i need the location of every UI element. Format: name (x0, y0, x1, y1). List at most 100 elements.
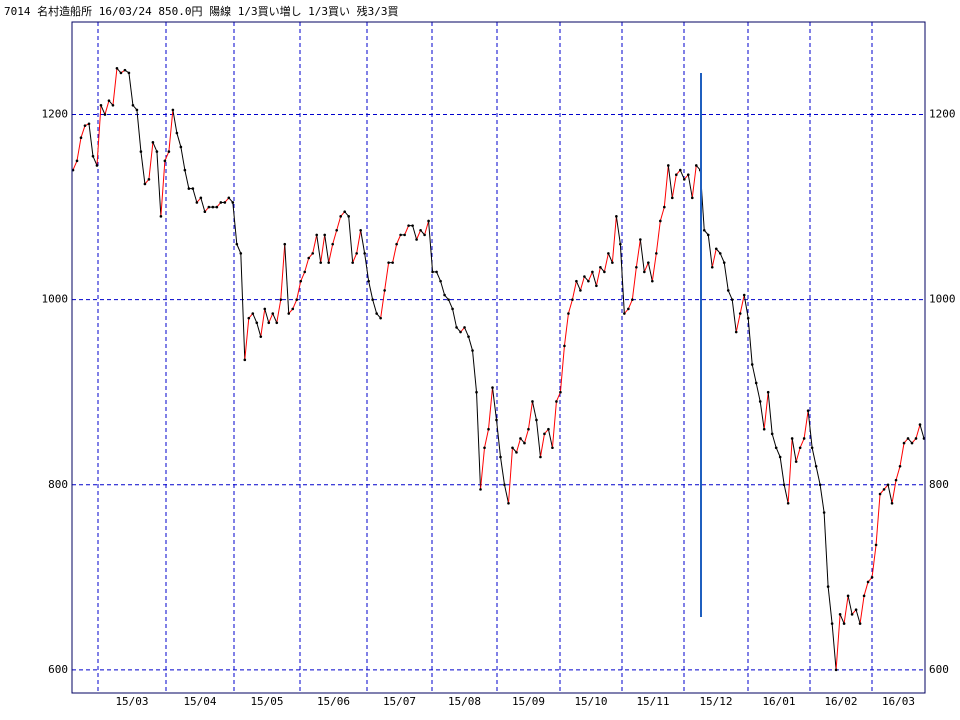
price-segment (815, 466, 821, 485)
price-segment (184, 169, 190, 189)
price-point (862, 594, 866, 598)
price-segment (691, 165, 697, 198)
price-segment (328, 244, 334, 263)
price-segment (416, 230, 422, 240)
price-segment (356, 230, 362, 254)
price-point (403, 233, 406, 237)
price-point (331, 242, 334, 246)
price-segment (468, 336, 474, 351)
price-point (443, 293, 446, 297)
price-segment (240, 253, 246, 360)
price-segment (767, 392, 773, 434)
price-segment (412, 225, 418, 240)
price-point (99, 103, 103, 107)
price-point (271, 312, 275, 315)
price-segment (264, 308, 270, 323)
price-point (139, 150, 143, 153)
price-segment (535, 419, 541, 458)
price-segment (659, 206, 665, 222)
price-point (810, 446, 814, 450)
price-point (603, 270, 606, 274)
price-point (399, 233, 402, 237)
price-segment (755, 382, 761, 402)
price-segment (791, 438, 797, 462)
price-segment (887, 484, 893, 504)
price-segment (579, 276, 585, 291)
price-segment (96, 105, 102, 166)
price-segment (819, 484, 825, 513)
price-point (878, 492, 882, 496)
price-segment (176, 132, 182, 148)
price-point (870, 576, 874, 579)
price-point (651, 279, 654, 283)
price-segment (232, 202, 238, 245)
price-point (83, 124, 87, 127)
price-point (423, 233, 426, 237)
price-point (663, 205, 666, 209)
price-point (814, 464, 818, 468)
x-tick-label: 16/01 (762, 695, 795, 708)
price-point (275, 321, 279, 325)
price-segment (300, 271, 306, 282)
price-segment (559, 345, 565, 393)
x-tick-label: 15/09 (512, 695, 545, 708)
price-segment (891, 480, 897, 504)
price-point (635, 265, 638, 269)
price-point (211, 205, 215, 209)
price-segment (647, 262, 653, 282)
x-tick-label: 15/04 (183, 695, 216, 708)
price-point (842, 622, 846, 625)
price-point (235, 242, 239, 246)
y-tick-label-right: 800 (929, 478, 949, 491)
price-point (431, 270, 434, 274)
price-point (471, 349, 474, 352)
price-point (451, 307, 454, 311)
x-tick-label: 16/03 (882, 695, 915, 708)
price-point (718, 252, 722, 255)
price-point (391, 261, 394, 264)
y-tick-label: 800 (48, 478, 68, 491)
price-point (123, 68, 127, 72)
price-point (639, 238, 642, 241)
price-segment (643, 262, 649, 273)
price-point (830, 622, 834, 625)
price-point (722, 261, 726, 264)
price-segment (667, 165, 673, 198)
price-segment (627, 299, 633, 310)
price-point (483, 446, 486, 450)
price-segment (88, 123, 94, 157)
price-point (782, 483, 786, 487)
price-point (575, 279, 578, 283)
price-segment (396, 234, 402, 245)
price-point (571, 298, 574, 301)
price-point (515, 451, 518, 454)
price-point (167, 150, 171, 153)
price-point (882, 488, 886, 491)
price-segment (332, 230, 338, 245)
price-point (127, 71, 131, 75)
price-point (291, 307, 295, 311)
price-segment (72, 160, 78, 171)
price-point (854, 608, 858, 612)
price-segment (280, 244, 286, 300)
price-point (834, 668, 838, 672)
price-segment (392, 244, 398, 263)
price-point (631, 298, 634, 301)
price-segment (380, 290, 386, 319)
price-point (690, 196, 694, 200)
price-point (531, 400, 534, 403)
price-point (87, 122, 91, 126)
x-tick-label: 15/03 (115, 695, 148, 708)
price-segment (360, 230, 366, 254)
price-point (555, 400, 558, 403)
price-point (247, 316, 251, 320)
price-segment (735, 313, 741, 333)
price-point (746, 316, 750, 320)
price-segment (795, 447, 801, 462)
price-segment (839, 614, 845, 624)
price-segment (603, 253, 609, 272)
price-point (890, 501, 894, 505)
x-tick-label: 15/12 (699, 695, 732, 708)
price-point (131, 103, 135, 107)
price-point (898, 464, 902, 468)
